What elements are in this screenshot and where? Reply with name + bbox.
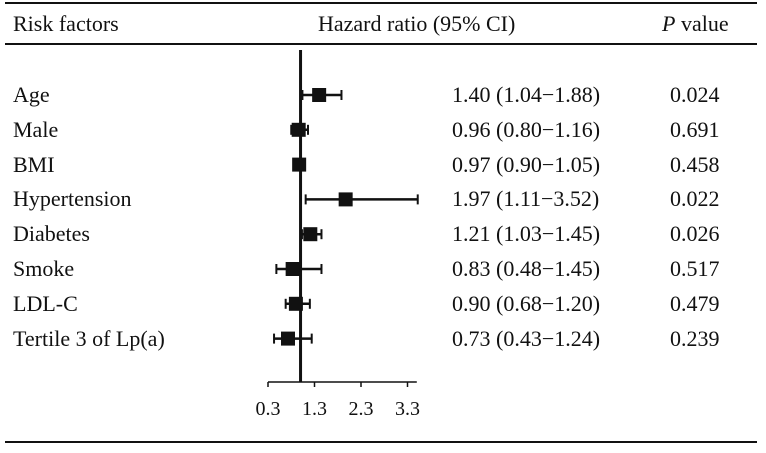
hazard-ratio-text-tertile-3-of-lp-a: 0.73 (0.43−1.24) xyxy=(452,325,601,351)
header-p-letter: P xyxy=(662,11,676,36)
point-marker-male xyxy=(291,122,306,137)
point-marker-hypertension xyxy=(338,192,353,207)
risk-factor-label-smoke: Smoke xyxy=(13,256,75,281)
header-p-word: value xyxy=(675,11,729,36)
p-value-text-hypertension: 0.022 xyxy=(670,186,720,212)
hazard-ratio-text-hypertension: 1.97 (1.11−3.52) xyxy=(452,186,600,212)
hazard-ratio-text-male: 0.96 (0.80−1.16) xyxy=(452,116,601,142)
hazard-ratio-text-smoke: 0.83 (0.48−1.45) xyxy=(452,256,601,281)
x-tick-label-1: 1.3 xyxy=(302,398,327,420)
p-value-text-ldl-c: 0.479 xyxy=(670,290,720,316)
risk-factor-label-tertile-3-of-lp-a: Tertile 3 of Lp(a) xyxy=(13,325,165,351)
x-tick-label-0: 0.3 xyxy=(256,398,281,420)
point-marker-ldl-c xyxy=(288,296,303,311)
hazard-ratio-text-diabetes: 1.21 (1.03−1.45) xyxy=(452,221,601,247)
bottom-rule xyxy=(5,441,757,443)
header-hazard-ratio: Hazard ratio (95% CI) xyxy=(318,11,516,36)
point-marker-diabetes xyxy=(303,227,318,242)
top-rule xyxy=(5,2,757,4)
header-p-value: P value xyxy=(662,10,729,38)
risk-factor-label-diabetes: Diabetes xyxy=(13,221,90,247)
hazard-ratio-text-ldl-c: 0.90 (0.68−1.20) xyxy=(452,290,601,316)
point-marker-age xyxy=(312,88,327,102)
risk-factor-label-male: Male xyxy=(13,116,59,142)
x-tick-label-3: 3.3 xyxy=(395,398,420,420)
point-marker-tertile-3-of-lp-a xyxy=(280,331,295,346)
point-marker-smoke xyxy=(285,262,300,276)
x-tick-label-2: 2.3 xyxy=(349,398,374,420)
p-value-text-male: 0.691 xyxy=(670,116,720,142)
p-value-text-smoke: 0.517 xyxy=(670,256,720,281)
risk-factor-label-ldl-c: LDL-C xyxy=(13,290,78,316)
p-value-text-tertile-3-of-lp-a: 0.239 xyxy=(670,325,720,351)
p-value-text-age: 0.024 xyxy=(670,82,720,107)
p-value-text-diabetes: 0.026 xyxy=(670,221,720,247)
p-value-text-bmi: 0.458 xyxy=(670,151,720,177)
hazard-ratio-text-age: 1.40 (1.04−1.88) xyxy=(452,82,601,107)
point-marker-bmi xyxy=(292,157,307,172)
hazard-ratio-text-bmi: 0.97 (0.90−1.05) xyxy=(452,151,601,177)
risk-factor-label-age: Age xyxy=(13,82,50,107)
risk-factor-label-bmi: BMI xyxy=(13,151,55,177)
header-risk-factors: Risk factors xyxy=(13,11,119,36)
risk-factor-label-hypertension: Hypertension xyxy=(13,186,132,212)
header-rule xyxy=(5,43,757,45)
